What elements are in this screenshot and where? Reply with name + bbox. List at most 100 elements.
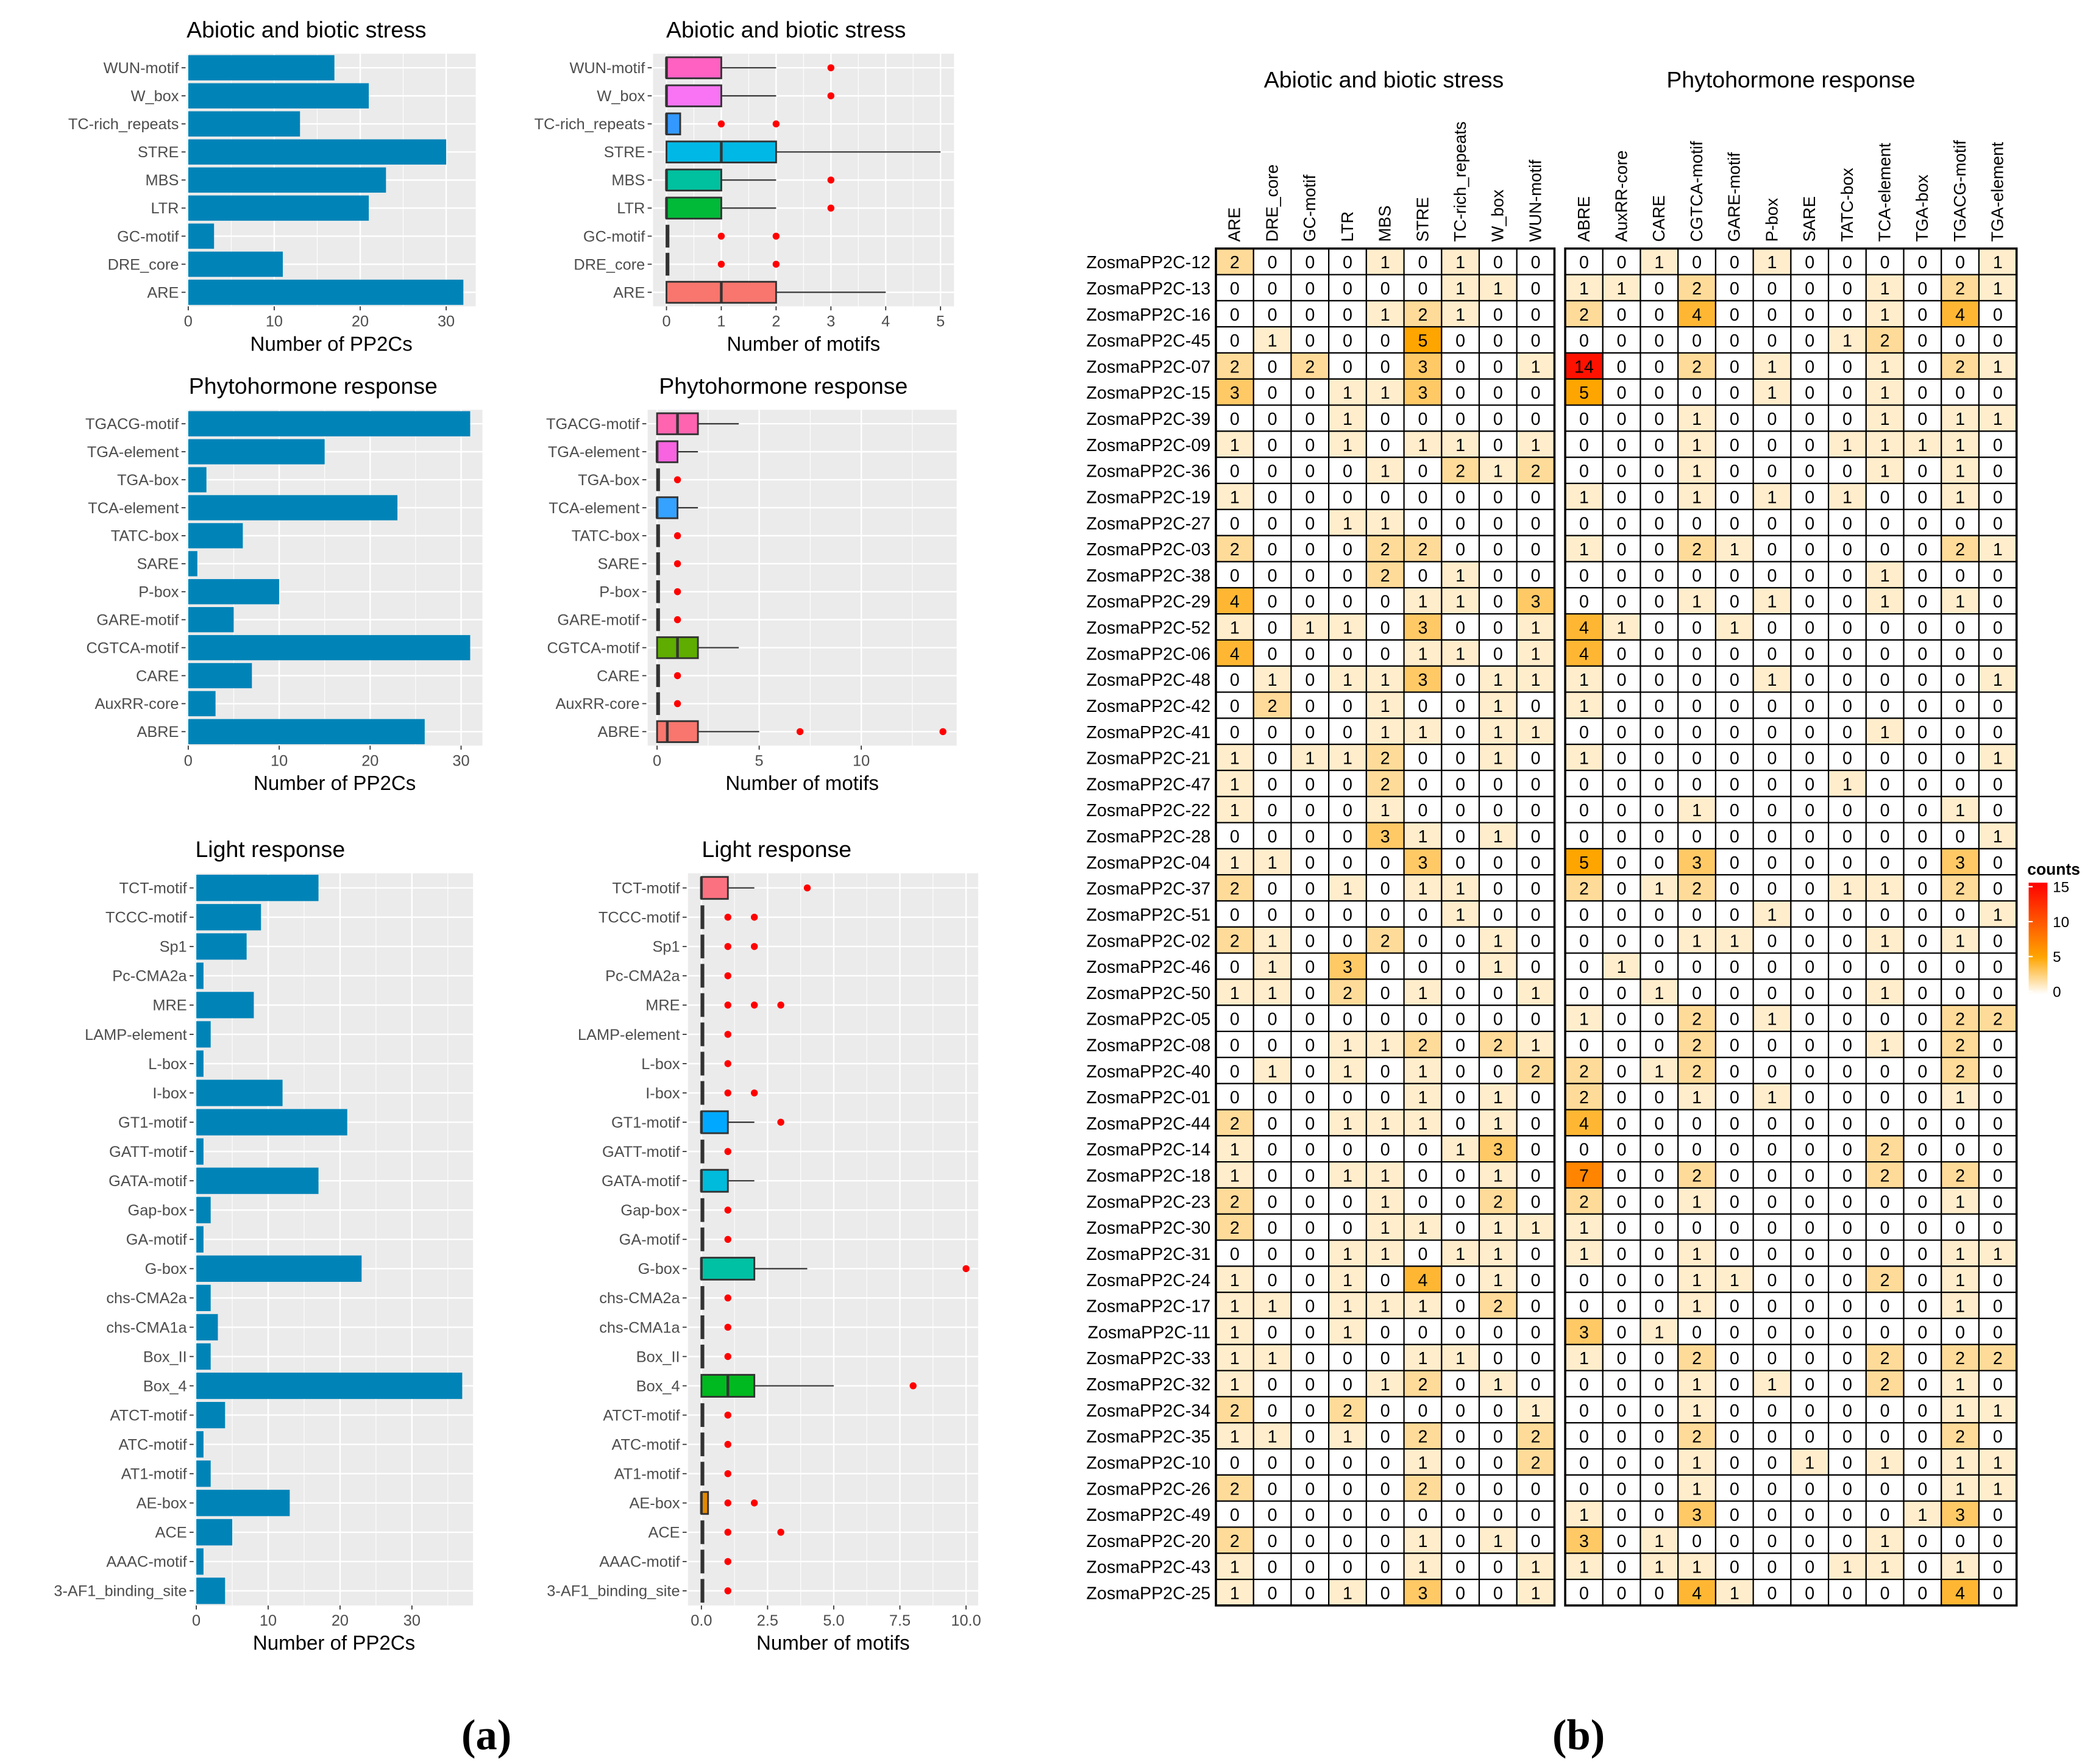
y-tick-label: TCA-element <box>88 500 179 517</box>
heatmap-cell-value: 1 <box>1343 514 1352 533</box>
heatmap-cell-value: 1 <box>1993 1453 2003 1473</box>
heatmap-cell-value: 0 <box>1917 984 1927 1003</box>
heatmap-cell-value: 0 <box>1380 1323 1390 1342</box>
heatmap-cell <box>1941 430 1980 458</box>
heatmap-cell-value: 0 <box>1617 670 1627 690</box>
heatmap-cell-value: 0 <box>1305 1114 1315 1134</box>
bar-GARE-motif <box>188 606 234 633</box>
box-Pc-CMA2a <box>700 964 705 988</box>
heatmap-cell <box>1903 900 1942 928</box>
heatmap-cell <box>1639 613 1679 641</box>
heatmap-cell <box>1903 952 1942 980</box>
heatmap-cell-value: 0 <box>1805 905 1814 925</box>
heatmap-cell <box>1790 952 1830 980</box>
x-tick-label: 5 <box>936 313 945 330</box>
heatmap-cell-value: 3 <box>1418 1584 1427 1604</box>
heatmap-cell <box>1516 274 1555 302</box>
heatmap-cell-value: 1 <box>1692 1401 1702 1421</box>
heatmap-cell-value: 2 <box>1380 931 1390 951</box>
heatmap-cell <box>1252 717 1292 745</box>
heatmap-cell-value: 0 <box>1455 1192 1465 1212</box>
heatmap-cell-value: 1 <box>1955 1453 1965 1473</box>
heatmap-cell <box>1441 404 1480 432</box>
heatmap-cell-value: 1 <box>1955 1375 1965 1395</box>
heatmap-cell <box>1903 1448 1942 1476</box>
heatmap-cell-value: 0 <box>1617 540 1627 560</box>
heatmap-cell-value: 4 <box>1230 644 1240 664</box>
heatmap-cell-value: 0 <box>1493 488 1503 507</box>
heatmap-cell-value: 1 <box>1579 1010 1589 1030</box>
y-tick-label: ARE <box>613 284 645 301</box>
bar-TGA-element <box>188 439 325 464</box>
heatmap-cell-value: 3 <box>1418 670 1427 690</box>
outlier-point <box>962 1265 970 1273</box>
heatmap-cell-value: 1 <box>1380 1114 1390 1134</box>
heatmap-cell <box>1714 482 1754 510</box>
heatmap-cell <box>1714 665 1754 693</box>
heatmap-cell-value: 0 <box>1531 827 1541 847</box>
heatmap-cell-value: 0 <box>1654 775 1664 794</box>
heatmap-cell-value: 0 <box>1917 853 1927 873</box>
heatmap-cell-value: 0 <box>1993 880 2003 899</box>
heatmap-row-label: ZosmaPP2C-08 <box>1086 1036 1210 1056</box>
y-tick-label: W_box <box>597 88 645 105</box>
heatmap-column-label: TGA-box <box>1913 174 1931 241</box>
outlier-point <box>724 972 731 980</box>
heatmap-cell-value: 0 <box>1767 619 1777 638</box>
heatmap-cell-value: 0 <box>1767 1167 1777 1186</box>
x-tick-label: 20 <box>352 313 369 330</box>
heatmap-cell <box>1639 717 1679 745</box>
y-tick-label: W_box <box>131 88 179 105</box>
heatmap-cell <box>1941 639 1980 667</box>
heatmap-cell-value: 1 <box>1418 880 1427 899</box>
heatmap-cell-value: 0 <box>1692 566 1702 586</box>
heatmap-row-label: ZosmaPP2C-17 <box>1086 1297 1210 1317</box>
heatmap-cell <box>1290 1083 1330 1111</box>
heatmap-cell-value: 0 <box>1880 514 1890 533</box>
heatmap-cell <box>1290 300 1330 328</box>
heatmap-cell-value: 0 <box>1917 279 1927 299</box>
heatmap-cell-value: 0 <box>1493 801 1503 820</box>
heatmap-cell-value: 0 <box>1617 853 1627 873</box>
heatmap-cell-value: 0 <box>1842 410 1852 429</box>
heatmap-cell <box>1516 848 1555 876</box>
heatmap-cell-value: 0 <box>1230 827 1240 847</box>
heatmap-cell-value: 1 <box>1455 305 1465 325</box>
heatmap-cell-value: 0 <box>1617 1167 1627 1186</box>
heatmap-row-label: ZosmaPP2C-43 <box>1086 1558 1210 1577</box>
heatmap-column-label: CARE <box>1649 195 1668 242</box>
heatmap-cell <box>1978 795 2017 823</box>
heatmap-row-label: ZosmaPP2C-23 <box>1086 1192 1210 1212</box>
heatmap-cell <box>1639 1526 1679 1554</box>
heatmap-cell-value: 0 <box>1493 436 1503 455</box>
heatmap-cell-value: 0 <box>1617 1010 1627 1030</box>
heatmap-cell <box>1790 978 1830 1006</box>
heatmap-cell <box>1941 1474 1980 1502</box>
heatmap-cell-value: 0 <box>1343 592 1352 612</box>
heatmap-cell-value: 1 <box>1579 1218 1589 1238</box>
heatmap-cell <box>1564 1292 1604 1320</box>
y-tick-label: TGA-box <box>117 472 179 489</box>
heatmap-cell <box>1478 1422 1518 1450</box>
heatmap-cell-value: 2 <box>1579 1062 1589 1081</box>
heatmap-cell <box>1903 978 1942 1006</box>
y-tick-label: LAMP-element <box>85 1026 187 1044</box>
heatmap-cell-value: 2 <box>1880 1349 1890 1368</box>
heatmap-cell-value: 0 <box>1268 1271 1277 1290</box>
heatmap-cell-value: 0 <box>1955 723 1965 742</box>
y-tick-label: I-box <box>152 1085 187 1102</box>
heatmap-cell-value: 0 <box>1343 697 1352 716</box>
heatmap-row-label: ZosmaPP2C-20 <box>1086 1532 1210 1551</box>
heatmap-cell-value: 2 <box>1268 697 1277 716</box>
bar-AAAC-motif <box>196 1548 204 1575</box>
heatmap-cell-value: 2 <box>1380 540 1390 560</box>
heatmap-cell-value: 0 <box>1579 1375 1589 1395</box>
heatmap-cell-value: 0 <box>1767 436 1777 455</box>
y-tick-label: Gap-box <box>128 1202 187 1219</box>
heatmap-cell <box>1941 1422 1980 1450</box>
heatmap-cell-value: 0 <box>1880 644 1890 664</box>
heatmap-cell <box>1290 613 1330 641</box>
heatmap-row-label: ZosmaPP2C-24 <box>1086 1271 1210 1290</box>
heatmap-cell <box>1478 326 1518 354</box>
heatmap-cell-value: 1 <box>1380 462 1390 482</box>
